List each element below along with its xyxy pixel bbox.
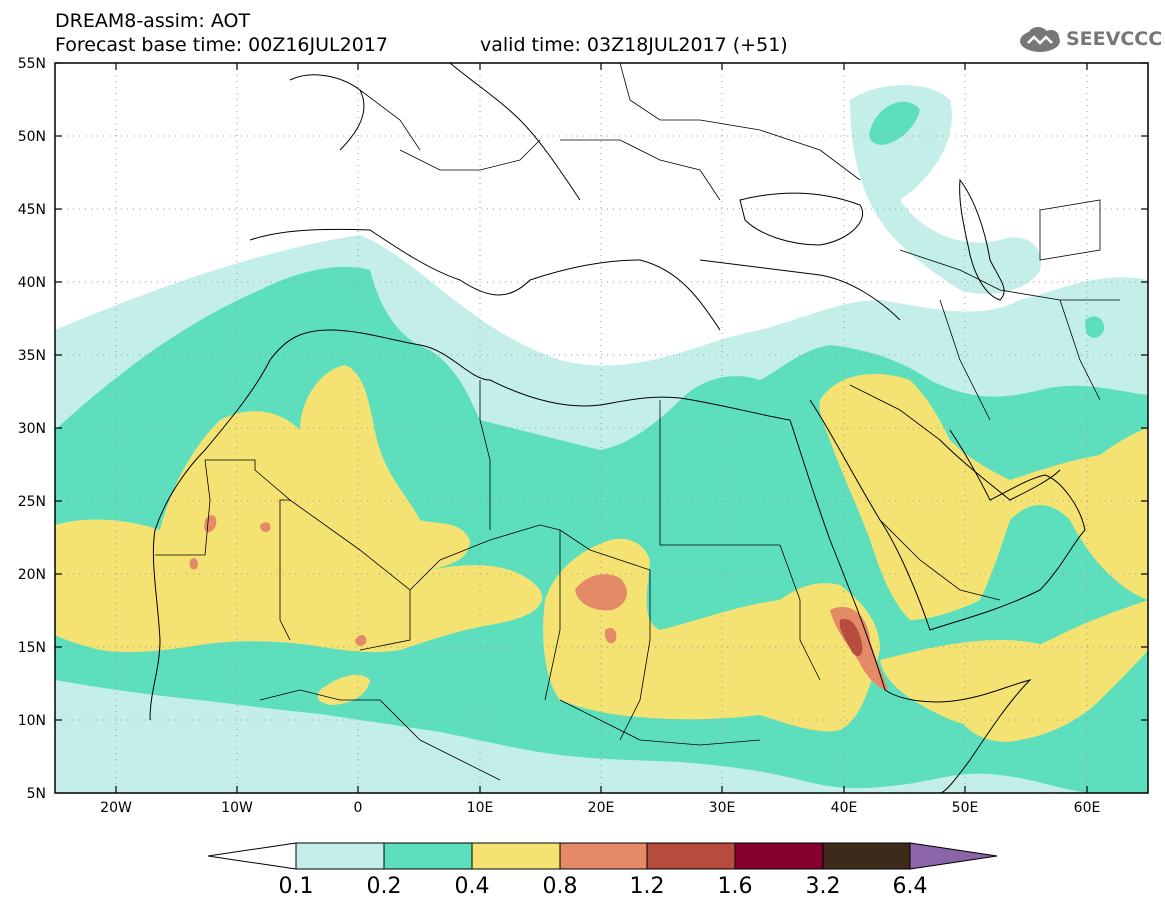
lat-label: 5N [27,786,46,802]
lon-label: 30E [709,800,736,816]
logo-text: SEEVCCC [1066,28,1163,50]
colorbar-label: 0.4 [455,874,490,899]
lon-ticks [115,63,1088,793]
lat-label: 35N [18,348,46,364]
aot-level-1.2 [839,619,863,656]
lon-label: 50E [952,800,979,816]
colorbar-label: 0.8 [543,874,578,899]
colorbar-label: 0.2 [367,874,402,899]
lon-label: 0 [354,800,363,816]
lon-label: 60E [1074,800,1101,816]
map-title: DREAM8-assim: AOT [55,10,251,32]
colorbar-swatch [471,842,561,870]
lon-labels: 20W 10W 0 10E 20E 30E 40E 50E 60E [100,800,1100,816]
lat-label: 20N [18,567,46,583]
lat-label: 40N [18,275,46,291]
colorbar-lower-arrow [207,842,297,870]
colorbar-labels: 0.1 0.2 0.4 0.8 1.2 1.6 3.2 6.4 [279,874,928,899]
cloud-icon [1020,27,1060,52]
colorbar-swatch [646,842,736,870]
lat-label: 50N [18,129,46,145]
colorbar-label: 3.2 [806,874,841,899]
colorbar-swatch [822,842,911,870]
lat-label: 45N [18,202,46,218]
lon-label: 20E [588,800,615,816]
colorbar-swatch [559,842,648,870]
map-grid [55,63,1148,793]
colorbar [207,842,998,870]
country-borders [155,63,1120,781]
lon-label: 10E [467,800,494,816]
lat-label: 55N [18,56,46,72]
seevccc-logo [1020,27,1060,52]
colorbar-label: 6.4 [893,874,928,899]
colorbar-swatch [295,842,385,870]
colorbar-label: 0.1 [279,874,314,899]
lat-label: 30N [18,421,46,437]
lat-ticks [55,62,1148,721]
lon-label: 10W [221,800,253,816]
colorbar-label: 1.6 [718,874,753,899]
colorbar-swatch [734,842,824,870]
lon-label: 20W [100,800,132,816]
coastlines [149,63,1086,793]
forecast-base-time: Forecast base time: 00Z16JUL2017 [55,34,388,56]
lat-label: 10N [18,713,46,729]
lon-label: 40E [831,800,858,816]
colorbar-label: 1.2 [630,874,665,899]
lat-label: 25N [18,494,46,510]
colorbar-upper-arrow [909,842,998,870]
lat-label: 15N [18,640,46,656]
aot-field [55,63,1148,793]
colorbar-swatch [383,842,473,870]
valid-time: valid time: 03Z18JUL2017 (+51) [480,34,788,56]
lat-labels: 55N 50N 45N 40N 35N 30N 25N 20N 15N 10N … [18,56,46,802]
